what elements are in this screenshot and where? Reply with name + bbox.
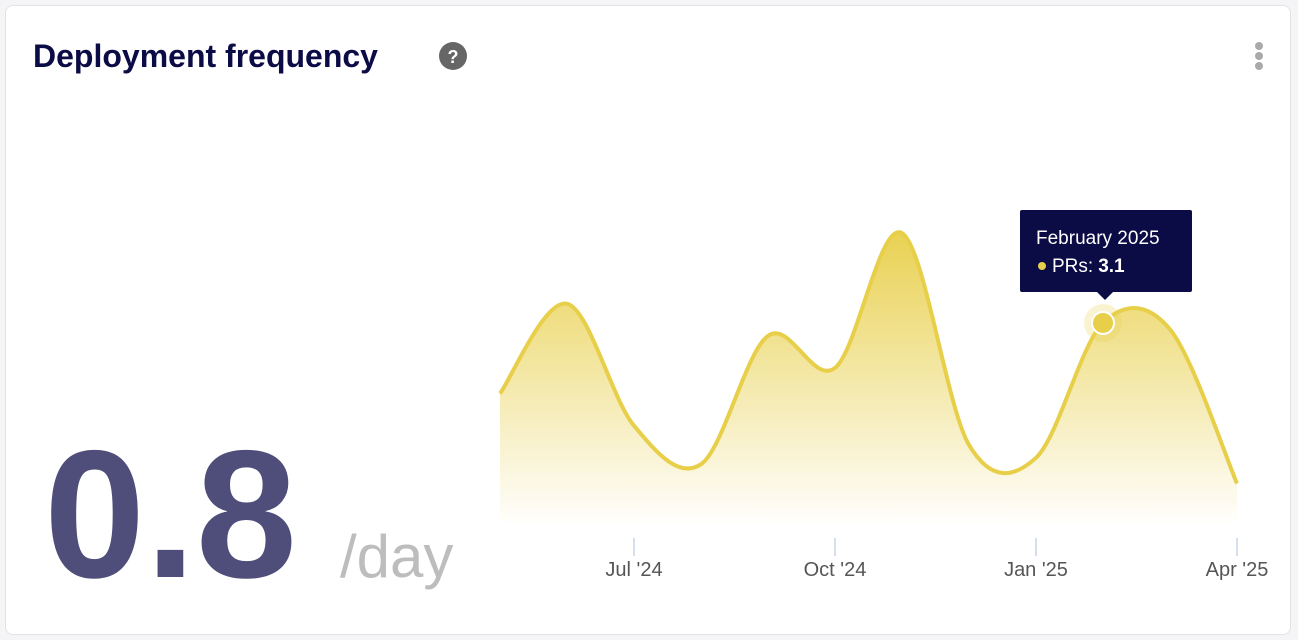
headline-unit: /day [340, 523, 453, 590]
help-icon-label[interactable]: ? [448, 47, 459, 67]
tooltip-value: 3.1 [1098, 256, 1125, 277]
tooltip-series: PRs [1052, 256, 1093, 277]
tooltip-row: PRs3.1 [1036, 256, 1192, 278]
headline-value: 0.8 [44, 412, 297, 616]
tooltip-title: February 2025 [1036, 228, 1160, 249]
x-tick-label: Apr '25 [1206, 559, 1269, 581]
help-icon[interactable] [439, 42, 467, 70]
x-tick-label: Jul '24 [605, 559, 662, 581]
title: Deployment frequency [33, 38, 378, 74]
x-tick-label: Jan '25 [1004, 559, 1068, 581]
tooltip: February 2025 PRs3.1 [1020, 210, 1192, 300]
menu-button[interactable] [1255, 42, 1263, 70]
highlight-point [1091, 310, 1115, 335]
card [5, 5, 1291, 635]
x-tick-label: Oct '24 [804, 559, 867, 581]
area [500, 232, 1237, 523]
